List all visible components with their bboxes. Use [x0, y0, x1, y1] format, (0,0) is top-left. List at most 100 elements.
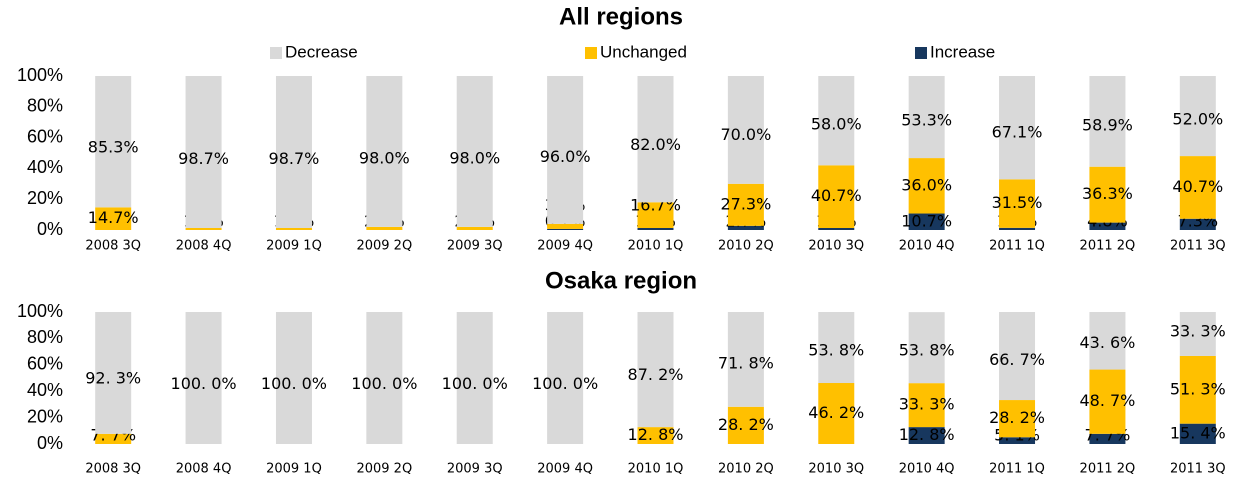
- bar-segment: [95, 207, 132, 230]
- data-label: 85.3%: [88, 138, 139, 157]
- x-tick-label: 2009 1Q: [266, 239, 322, 254]
- data-label: 71. 8%: [718, 354, 774, 373]
- data-label: 53. 8%: [899, 341, 955, 360]
- y-tick-label: 0%: [37, 219, 63, 239]
- bar-segment: [1089, 312, 1126, 370]
- data-label: 58.9%: [1082, 115, 1133, 134]
- data-label: 67.1%: [992, 122, 1043, 141]
- bar-segment: [637, 312, 674, 428]
- bar-segment: [1179, 218, 1216, 230]
- x-tick-label: 2009 4Q: [537, 239, 593, 254]
- data-label: 43. 6%: [1079, 333, 1135, 352]
- x-tick-label: 2011 1Q: [989, 462, 1045, 477]
- data-label: 28. 2%: [718, 415, 774, 434]
- x-tick-label: 2011 3Q: [1170, 239, 1226, 254]
- x-tick-label: 2011 1Q: [989, 239, 1045, 254]
- x-tick-label: 2011 2Q: [1080, 462, 1136, 477]
- bar-segment: [275, 227, 312, 230]
- bar-segment: [999, 437, 1036, 444]
- bar-segment: [185, 76, 222, 228]
- x-tick-label: 2009 2Q: [356, 239, 412, 254]
- bar-segment: [727, 406, 764, 444]
- data-label: 82.0%: [630, 135, 681, 154]
- bar-segment: [366, 312, 403, 444]
- x-tick-label: 2010 2Q: [718, 239, 774, 254]
- bar-segment: [547, 76, 584, 224]
- bar-segment: [908, 158, 945, 214]
- bar-segment: [456, 76, 493, 227]
- legend-label: Increase: [930, 42, 995, 61]
- bar-segment: [999, 76, 1036, 180]
- bar-segment: [818, 76, 855, 166]
- data-label: 40.7%: [811, 186, 862, 205]
- data-label: 36.3%: [1082, 184, 1133, 203]
- data-label: 53. 8%: [808, 341, 864, 360]
- legend-swatch: [270, 47, 282, 59]
- bar-segment: [547, 228, 584, 230]
- bar-segment: [1179, 156, 1216, 219]
- data-label: 33. 3%: [1170, 321, 1226, 340]
- y-tick-label: 80%: [27, 327, 63, 347]
- bar-segment: [1089, 76, 1126, 167]
- data-label: 36.0%: [901, 175, 952, 194]
- data-label: 14.7%: [88, 208, 139, 227]
- data-label: 31.5%: [992, 193, 1043, 212]
- bar-segment: [999, 312, 1036, 401]
- bar-segment: [275, 76, 312, 228]
- bar-segment: [1089, 433, 1126, 444]
- data-label: 100. 0%: [532, 374, 598, 393]
- y-tick-label: 20%: [27, 406, 63, 426]
- y-tick-label: 60%: [27, 126, 63, 146]
- legend-label: Decrease: [285, 42, 358, 61]
- bar-segment: [999, 179, 1036, 228]
- data-label: 96.0%: [540, 147, 591, 166]
- data-label: 98.7%: [269, 149, 320, 168]
- bar-segment: [1179, 312, 1216, 356]
- bar-segment: [999, 400, 1036, 438]
- x-tick-label: 2009 3Q: [447, 239, 503, 254]
- data-label: 10.7%: [901, 211, 952, 230]
- bar-segment: [185, 227, 222, 230]
- bar-segment: [908, 312, 945, 384]
- data-label: 12. 8%: [899, 425, 955, 444]
- data-label: 98.0%: [359, 149, 410, 168]
- x-tick-label: 2010 4Q: [899, 462, 955, 477]
- bar-segment: [366, 226, 403, 230]
- bar-segment: [727, 225, 764, 230]
- bar-segment: [95, 76, 132, 208]
- bar-segment: [366, 76, 403, 227]
- bar-segment: [1089, 369, 1126, 434]
- x-tick-label: 2011 2Q: [1080, 239, 1136, 254]
- bar-segment: [727, 76, 764, 184]
- data-label: 12. 8%: [628, 425, 684, 444]
- bar-segment: [818, 165, 855, 228]
- x-tick-label: 2008 3Q: [85, 239, 141, 254]
- data-label: 98.0%: [449, 149, 500, 168]
- data-label: 58.0%: [811, 115, 862, 134]
- x-tick-label: 2010 2Q: [718, 462, 774, 477]
- bar-segment: [727, 183, 764, 226]
- bar-segment: [95, 312, 132, 434]
- bar-segment: [1179, 423, 1216, 444]
- legend-swatch: [915, 47, 927, 59]
- y-tick-label: 60%: [27, 354, 63, 374]
- data-label: 48. 7%: [1079, 391, 1135, 410]
- x-tick-label: 2009 4Q: [537, 462, 593, 477]
- data-label: 15. 4%: [1170, 423, 1226, 442]
- legend-label: Unchanged: [600, 42, 687, 61]
- bar-segment: [1179, 76, 1216, 157]
- bar-segment: [637, 227, 674, 230]
- data-label: 92. 3%: [85, 369, 141, 388]
- bar-segment: [908, 383, 945, 428]
- bar-segment: [185, 312, 222, 444]
- bar-segment: [1089, 166, 1126, 223]
- y-tick-label: 40%: [27, 157, 63, 177]
- bar-segment: [818, 227, 855, 230]
- data-label: 27.3%: [720, 194, 771, 213]
- data-label: 98.7%: [178, 149, 229, 168]
- bar-segment: [727, 312, 764, 407]
- y-tick-label: 100%: [17, 301, 63, 321]
- bar-segment: [547, 223, 584, 229]
- data-label: 51. 3%: [1170, 379, 1226, 398]
